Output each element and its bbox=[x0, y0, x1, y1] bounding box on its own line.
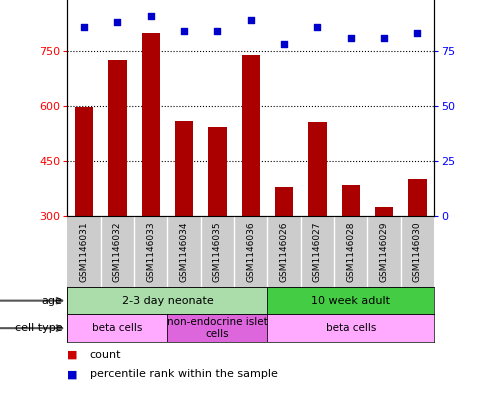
Bar bbox=[342, 185, 360, 216]
Bar bbox=[267, 287, 434, 314]
Text: GSM1146034: GSM1146034 bbox=[180, 222, 189, 282]
Point bbox=[313, 24, 321, 30]
Point bbox=[380, 35, 388, 41]
Bar bbox=[308, 121, 327, 216]
Text: GSM1146029: GSM1146029 bbox=[380, 222, 389, 282]
Bar bbox=[208, 127, 227, 216]
Text: beta cells: beta cells bbox=[325, 323, 376, 333]
Bar bbox=[75, 107, 93, 216]
Text: count: count bbox=[90, 350, 121, 360]
Text: age: age bbox=[41, 296, 62, 306]
Bar bbox=[67, 287, 267, 314]
Point bbox=[80, 24, 88, 30]
Point bbox=[214, 28, 222, 35]
Text: non-endocrine islet
cells: non-endocrine islet cells bbox=[167, 318, 268, 339]
Text: ■: ■ bbox=[67, 369, 78, 379]
Text: 2-3 day neonate: 2-3 day neonate bbox=[122, 296, 213, 306]
Bar bbox=[67, 314, 167, 342]
Bar bbox=[175, 121, 193, 216]
Text: GSM1146032: GSM1146032 bbox=[113, 222, 122, 282]
Point bbox=[113, 19, 121, 26]
Bar bbox=[408, 180, 427, 216]
Bar bbox=[108, 60, 127, 216]
Text: GSM1146028: GSM1146028 bbox=[346, 222, 355, 282]
Text: GSM1146030: GSM1146030 bbox=[413, 222, 422, 283]
Text: ■: ■ bbox=[67, 350, 78, 360]
Text: 10 week adult: 10 week adult bbox=[311, 296, 390, 306]
Text: cell type: cell type bbox=[15, 323, 62, 333]
Text: GSM1146031: GSM1146031 bbox=[79, 222, 88, 283]
Point bbox=[180, 28, 188, 35]
Point bbox=[347, 35, 355, 41]
Bar bbox=[275, 187, 293, 216]
Point bbox=[414, 30, 422, 37]
Bar bbox=[267, 314, 434, 342]
Text: GSM1146036: GSM1146036 bbox=[246, 222, 255, 283]
Bar bbox=[167, 314, 267, 342]
Text: GSM1146026: GSM1146026 bbox=[279, 222, 288, 282]
Bar bbox=[242, 55, 260, 216]
Text: beta cells: beta cells bbox=[92, 323, 143, 333]
Text: percentile rank within the sample: percentile rank within the sample bbox=[90, 369, 278, 379]
Text: GSM1146035: GSM1146035 bbox=[213, 222, 222, 283]
Point bbox=[280, 41, 288, 48]
Text: GSM1146027: GSM1146027 bbox=[313, 222, 322, 282]
Bar bbox=[375, 207, 393, 216]
Bar bbox=[142, 33, 160, 216]
Point bbox=[247, 17, 254, 24]
Point bbox=[147, 13, 155, 19]
Text: GSM1146033: GSM1146033 bbox=[146, 222, 155, 283]
